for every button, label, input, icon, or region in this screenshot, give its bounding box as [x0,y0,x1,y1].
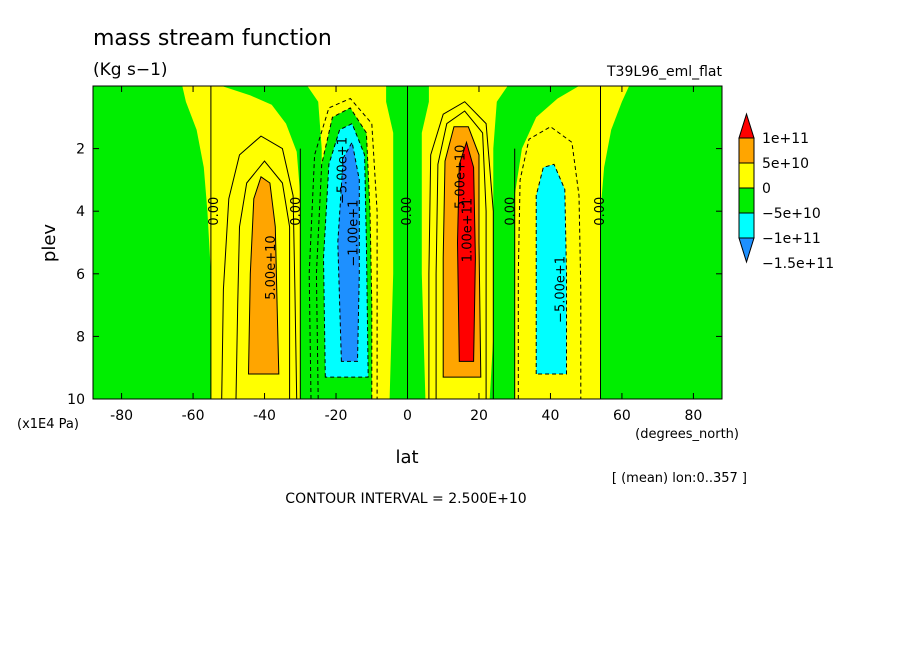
legend-level-label: 1e+11 [762,131,809,147]
x-tick-label: -60 [182,408,205,424]
legend-level-label: 0 [762,181,771,197]
contour-labels: 0.005.00e+100.00−5.00e+1−1.00e+1 0.005.00… [207,137,608,323]
contour-pos-north-3 [442,126,482,378]
green-region-4 [489,86,579,399]
legend-band [738,187,755,214]
contour-label-5: 0.00 [400,197,415,226]
y-tick-label: 10 [67,392,85,408]
contour-label-3: −5.00e+1 [336,137,351,204]
legend-band [738,162,755,189]
green-region-1 [600,86,722,399]
southern-negative-cell-core [337,142,360,362]
contour-pos-north-1 [428,101,494,399]
green-region-2 [221,86,326,399]
x-tick-label: 20 [470,408,488,424]
x-axis-units: (degrees_north) [635,427,739,442]
contour-label-4: −1.00e+1 [346,200,361,267]
x-axis-ticks: -80 -60 -40 -20 0 20 40 60 80 [110,86,702,424]
contour-pos-south-1 [221,135,298,399]
y-axis-label: plev [39,224,60,263]
legend-level-label: −1e+11 [762,231,821,247]
chart-units: (Kg s−1) [93,60,168,80]
y-tick-label: 6 [76,267,85,283]
contour-neg-north-2 [535,163,567,375]
northern-negative-cell-core [536,164,567,374]
contour-label-8: 0.00 [504,197,519,226]
chart-title: mass stream function [93,26,332,51]
color-legend: 1e+11 5e+10 0 −5e+10 −1e+11 −1.5e+11 [738,112,834,272]
y-axis-ticks: 2 4 6 8 10 [67,142,722,408]
x-tick-label: -40 [253,408,276,424]
contour-pos-north-4 [456,140,476,362]
northern-positive-cell-core [457,142,476,362]
contour-neg-south-3 [322,122,369,378]
contour-label-10: 0.00 [593,197,608,226]
legend-band-top [738,112,755,139]
legend-level-label: −5e+10 [762,206,821,222]
x-axis-label: lat [395,447,418,468]
x-tick-label: -20 [325,408,348,424]
contour-neg-south-4 [337,140,360,362]
legend-level-label: 5e+10 [762,156,809,172]
legend-band [738,212,755,239]
contour-label-6: 5.00e+10 [454,145,469,209]
contour-interval: CONTOUR INTERVAL = 2.500E+10 [285,491,526,507]
contour-pos-north-2 [435,110,487,399]
y-tick-label: 4 [76,204,85,220]
legend-band-bottom [738,237,755,264]
x-tick-label: 0 [403,408,412,424]
run-label: T39L96_eml_flat [606,64,723,80]
contour-neg-south-1 [308,97,378,399]
y-tick-label: 2 [76,142,85,158]
x-tick-label: 80 [684,408,702,424]
contour-label-7: 1.00e+11 [461,198,476,262]
mean-note: [ (mean) lon:0..357 ] [612,471,747,486]
contour-neg-south-2 [315,107,373,399]
contour-lines [210,86,601,399]
contour-pos-south-2 [235,160,291,399]
legend-level-label: −1.5e+11 [762,256,834,272]
y-tick-label: 8 [76,329,85,345]
southern-positive-cell-core [248,176,279,374]
x-tick-label: 40 [542,408,560,424]
x-tick-label: 60 [613,408,631,424]
y-axis-units: (x1E4 Pa) [17,417,79,432]
x-tick-label: -80 [110,408,133,424]
contour-label-0: 0.00 [207,197,222,226]
green-region-0 [93,86,211,399]
legend-band [738,137,755,164]
contour-label-1: 5.00e+10 [264,235,279,299]
contour-label-2: 0.00 [289,197,304,226]
contour-neg-north-1 [517,126,582,399]
contour-label-9: −5.00e+1 [554,256,569,323]
contour-pos-south-3 [247,176,280,375]
